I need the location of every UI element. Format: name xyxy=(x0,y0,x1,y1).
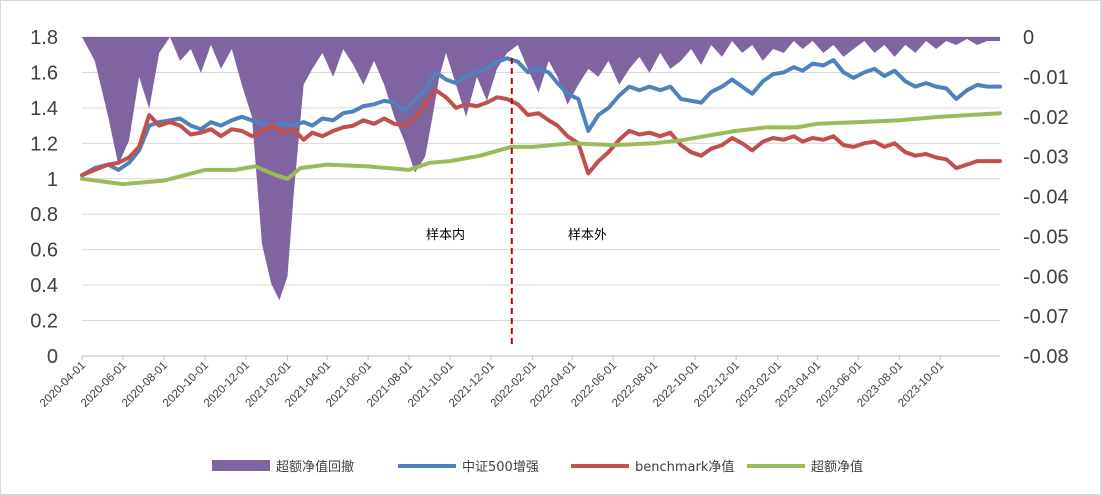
series-line xyxy=(80,88,1002,178)
legend-label: 中证500增强 xyxy=(462,460,539,475)
annotation-out-sample: 样本外 xyxy=(568,228,607,243)
y-tick-left-label: 0.4 xyxy=(30,275,58,297)
y-tick-right-label: -0.05 xyxy=(1023,226,1069,248)
legend-swatch xyxy=(212,460,270,471)
legend: 超额净值回撤 中证500增强 benchmark净值 超额净值 xyxy=(212,459,863,475)
y-axis-left-ticks: 1.8 1.6 1.4 1.2 1 0.8 0.6 0.4 0.2 0 xyxy=(30,27,58,368)
y-tick-right-label: -0.08 xyxy=(1023,346,1069,368)
y-tick-right-label: -0.04 xyxy=(1023,187,1069,209)
y-tick-left-label: 0 xyxy=(47,346,58,368)
y-tick-left-label: 1 xyxy=(47,169,58,191)
y-tick-right-label: -0.07 xyxy=(1023,306,1069,328)
y-tick-left-label: 0.8 xyxy=(30,204,58,226)
y-tick-left-label: 0.2 xyxy=(30,311,58,333)
series-lines-layer xyxy=(80,56,1002,187)
y-tick-left-label: 0.6 xyxy=(30,240,58,262)
legend-label: 超额净值回撤 xyxy=(276,459,354,475)
y-tick-left-label: 1.4 xyxy=(30,98,58,120)
y-tick-left-label: 1.6 xyxy=(30,62,58,84)
y-tick-right-label: 0 xyxy=(1023,27,1034,49)
y-tick-right-label: -0.02 xyxy=(1023,107,1069,129)
series-line xyxy=(80,56,1002,178)
y-axis-right-ticks: 0 -0.01 -0.02 -0.03 -0.04 -0.05 -0.06 -0.07 -0.0… xyxy=(1023,27,1069,368)
y-tick-left-label: 1.8 xyxy=(30,27,58,49)
y-tick-right-label: -0.03 xyxy=(1023,147,1069,169)
y-tick-right-label: -0.01 xyxy=(1023,67,1069,89)
series-line xyxy=(80,111,1002,187)
y-tick-right-label: -0.06 xyxy=(1023,266,1069,288)
y-tick-left-label: 1.2 xyxy=(30,133,58,155)
legend-label: 超额净值 xyxy=(811,459,863,475)
legend-label: benchmark净值 xyxy=(635,459,734,475)
annotation-in-sample: 样本内 xyxy=(426,227,465,243)
